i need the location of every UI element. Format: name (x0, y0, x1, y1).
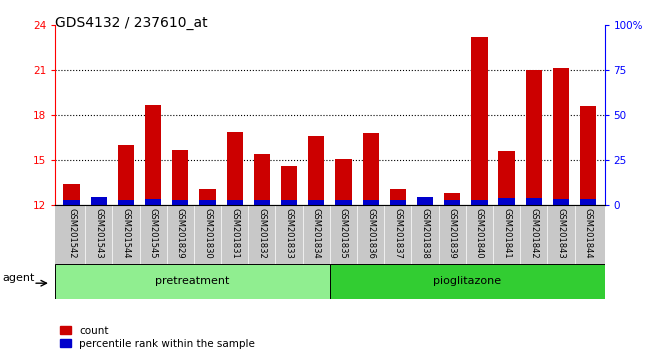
Text: GSM201841: GSM201841 (502, 208, 511, 259)
Bar (553, 199, 569, 205)
Text: GSM201831: GSM201831 (230, 208, 239, 259)
Text: GSM201545: GSM201545 (149, 208, 158, 259)
Bar (145, 104, 161, 205)
Text: GSM201839: GSM201839 (448, 208, 457, 259)
Text: GSM201842: GSM201842 (529, 208, 538, 259)
Bar (499, 198, 515, 205)
Bar (471, 37, 488, 205)
Text: GSM201838: GSM201838 (421, 208, 430, 259)
Bar (118, 200, 134, 205)
Bar (64, 200, 80, 205)
Bar (580, 106, 596, 205)
Bar (580, 199, 596, 205)
Text: GSM201543: GSM201543 (94, 208, 103, 259)
Text: GSM201837: GSM201837 (393, 208, 402, 259)
Bar (90, 201, 107, 205)
Text: GSM201832: GSM201832 (257, 208, 266, 259)
Bar (64, 184, 80, 205)
Bar (444, 193, 460, 205)
Bar (200, 200, 216, 205)
Bar (200, 189, 216, 205)
Text: GSM201844: GSM201844 (584, 208, 593, 259)
Text: pretreatment: pretreatment (155, 276, 229, 286)
Bar (335, 159, 352, 205)
Bar (145, 199, 161, 205)
Bar (335, 200, 352, 205)
Text: pioglitazone: pioglitazone (433, 276, 501, 286)
Bar (55, 264, 330, 299)
Bar (417, 197, 433, 205)
Text: GSM201830: GSM201830 (203, 208, 212, 259)
Text: agent: agent (3, 273, 35, 283)
Bar (471, 200, 488, 205)
Bar (172, 200, 188, 205)
Bar (330, 264, 604, 299)
Bar (526, 198, 542, 205)
Bar (417, 201, 433, 205)
Text: GSM201840: GSM201840 (475, 208, 484, 259)
Bar (444, 200, 460, 205)
Bar (363, 133, 379, 205)
Bar (390, 200, 406, 205)
Text: GSM201544: GSM201544 (122, 208, 131, 259)
Text: GSM201835: GSM201835 (339, 208, 348, 259)
Text: GSM201836: GSM201836 (366, 208, 375, 259)
Bar (227, 200, 243, 205)
Bar (227, 132, 243, 205)
Bar (118, 145, 134, 205)
Bar (254, 154, 270, 205)
Text: GSM201829: GSM201829 (176, 208, 185, 259)
Text: GSM201834: GSM201834 (312, 208, 321, 259)
Bar (363, 200, 379, 205)
Bar (90, 197, 107, 205)
Text: GSM201833: GSM201833 (285, 208, 294, 259)
Bar (499, 151, 515, 205)
Bar (172, 150, 188, 205)
Text: GSM201843: GSM201843 (556, 208, 566, 259)
Bar (281, 166, 297, 205)
Bar (526, 70, 542, 205)
Bar (308, 200, 324, 205)
Bar (254, 200, 270, 205)
Text: GSM201542: GSM201542 (67, 208, 76, 259)
Bar (553, 68, 569, 205)
Bar (308, 136, 324, 205)
Bar (390, 189, 406, 205)
Bar (281, 200, 297, 205)
Legend: count, percentile rank within the sample: count, percentile rank within the sample (60, 326, 255, 349)
Text: GDS4132 / 237610_at: GDS4132 / 237610_at (55, 16, 208, 30)
